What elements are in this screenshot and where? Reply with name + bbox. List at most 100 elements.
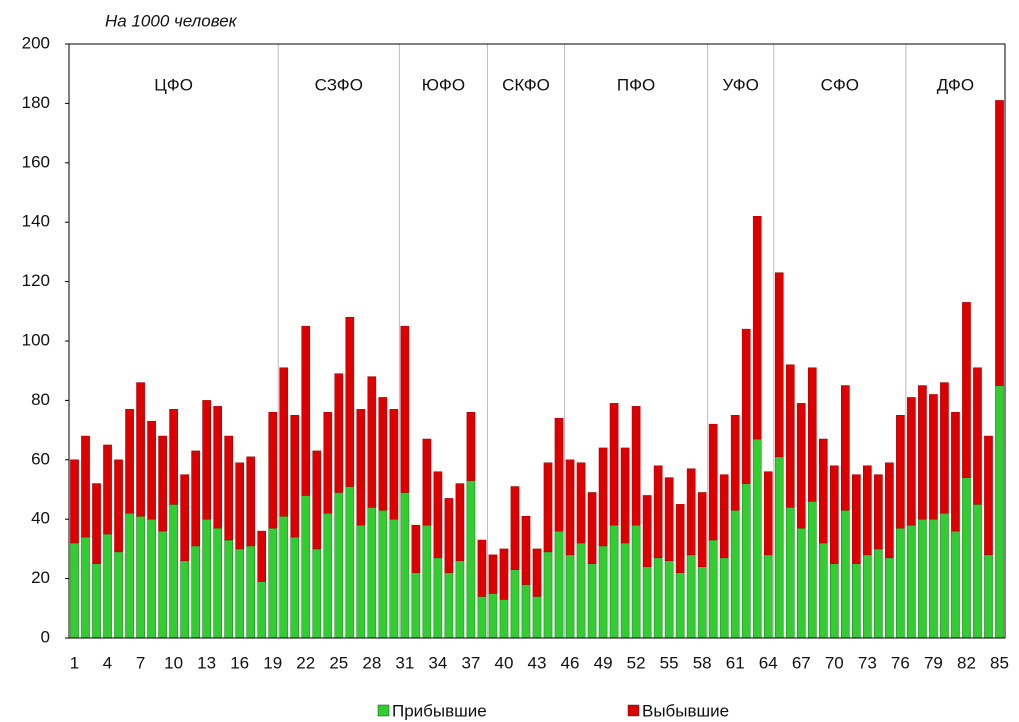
bar-segment [257, 530, 267, 582]
bar-segment [400, 492, 410, 639]
bar-segment [565, 459, 575, 556]
bar-segment [70, 459, 79, 544]
bar-segment [642, 495, 652, 567]
y-tick-label: 180 [22, 93, 50, 112]
bar-segment [885, 462, 894, 559]
bar-segment [730, 510, 740, 639]
bar-segment [477, 539, 487, 597]
bar-segment [752, 438, 762, 639]
bar-segment [367, 376, 377, 508]
bar-segment [455, 483, 465, 562]
legend-swatch [377, 704, 390, 717]
bar-segment [796, 403, 806, 529]
bar-segment [312, 548, 322, 639]
bar-segment [356, 524, 366, 639]
x-tick-label: 85 [990, 653, 1009, 672]
bar-segment [213, 527, 222, 639]
bar-segment [829, 465, 839, 564]
bar-segment [81, 536, 90, 639]
bar-segment [521, 515, 531, 585]
x-tick-label: 82 [957, 653, 976, 672]
region-label: ДФО [937, 75, 974, 94]
bar-segment [708, 423, 718, 541]
bar-segment [642, 566, 652, 639]
bar-segment [422, 438, 432, 526]
bar-segment [521, 584, 531, 639]
bar-segment [532, 548, 542, 597]
region-label: ПФО [617, 75, 655, 94]
x-tick-label: 1 [70, 653, 79, 672]
bar-segment [411, 572, 421, 639]
bar-segment [103, 444, 112, 535]
bar-segment [378, 510, 388, 639]
legend-swatch [627, 704, 640, 717]
bar-segment [224, 435, 233, 541]
bar-segment [675, 572, 685, 639]
bar-segment [752, 216, 762, 440]
bar-segment [576, 542, 586, 639]
bar-segment [874, 474, 883, 550]
bar-segment [653, 557, 663, 639]
bar-segment [70, 542, 79, 639]
bar-segment [323, 513, 333, 639]
plot-frame [68, 43, 1006, 639]
bar-segment [488, 593, 498, 639]
bar-segment [785, 364, 795, 508]
bar-segment [918, 385, 927, 520]
bar-segment [389, 518, 399, 639]
bar-segment [664, 477, 674, 562]
x-tick-label: 46 [561, 653, 580, 672]
region-label: УФО [723, 75, 759, 94]
bar-segment [81, 435, 90, 538]
bar-segment [697, 492, 707, 567]
bar-segment [620, 542, 630, 639]
region-label: ЮФО [422, 75, 465, 94]
bar-segment [543, 551, 553, 639]
bar-segment [455, 560, 465, 639]
bar-segment [235, 548, 245, 639]
bar-segment [907, 524, 916, 639]
bar-segment [345, 316, 355, 487]
bar-segment [290, 415, 300, 538]
bar-segment [268, 412, 278, 529]
bar-segment [246, 456, 256, 547]
bar-segment [433, 471, 443, 559]
bar-segment [290, 536, 300, 639]
bar-segment [103, 533, 112, 639]
bar-segment [235, 462, 245, 550]
bar-segment [774, 456, 784, 639]
x-tick-label: 55 [660, 653, 679, 672]
bar-segment [125, 513, 134, 639]
x-tick-label: 37 [461, 653, 480, 672]
bar-segment [951, 412, 960, 532]
bar-segment [653, 465, 663, 559]
bar-segment [147, 518, 156, 639]
bar-segment [841, 510, 850, 639]
chart-title: На 1000 человек [105, 11, 238, 30]
bar-segment [312, 450, 322, 550]
bar-segment [444, 572, 454, 639]
bar-segment [510, 486, 520, 570]
y-tick-label: 20 [31, 568, 50, 587]
bar-segment [686, 468, 696, 556]
x-tick-label: 64 [759, 653, 778, 672]
bar-segment [984, 554, 993, 639]
x-tick-label: 31 [395, 653, 414, 672]
bar-segment [554, 417, 564, 532]
x-tick-label: 49 [594, 653, 613, 672]
x-tick-label: 58 [693, 653, 712, 672]
bar-segment [202, 518, 211, 639]
bar-segment [92, 483, 101, 564]
bar-segment [984, 435, 993, 556]
x-tick-label: 52 [627, 653, 646, 672]
y-tick-label: 60 [31, 449, 50, 468]
bar-segment [334, 492, 344, 639]
bar-segment [818, 542, 828, 639]
y-tick-label: 80 [31, 390, 50, 409]
bar-segment [863, 465, 872, 556]
bar-segment [609, 524, 619, 639]
y-tick-label: 0 [41, 627, 50, 646]
bar-segment [499, 548, 509, 600]
bar-segment [708, 539, 718, 639]
bar-segment [323, 412, 333, 514]
